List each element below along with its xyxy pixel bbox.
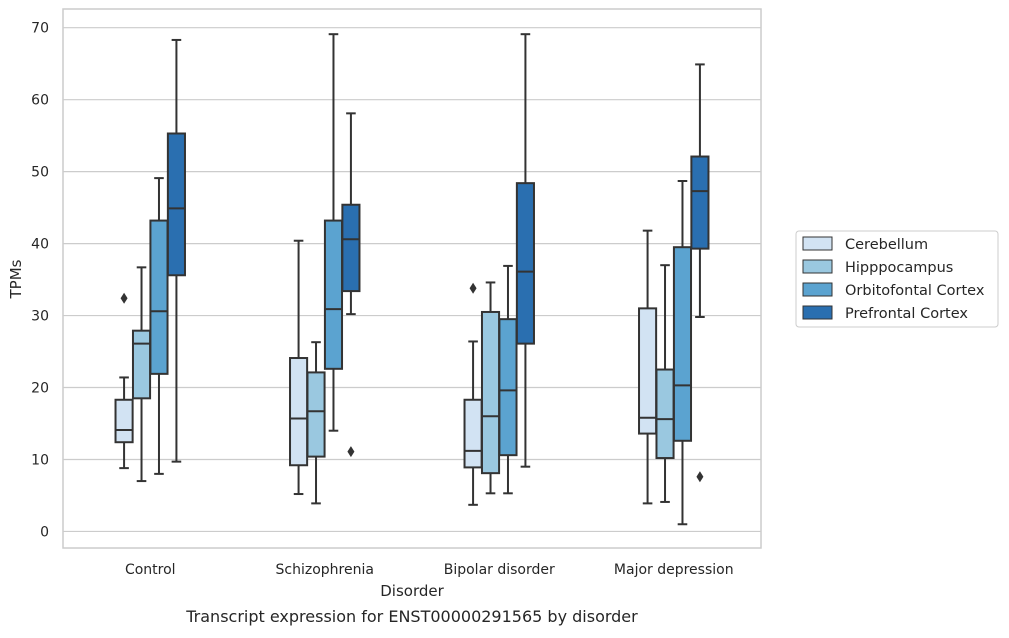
legend-frame [795, 230, 999, 328]
box-1-1 [114, 292, 134, 470]
iqr-box [638, 307, 658, 435]
box-2-2 [306, 341, 326, 505]
iqr-box [306, 371, 326, 458]
x-tick-label: Major depression [614, 562, 734, 578]
iqr-box [690, 155, 710, 250]
box-4-3 [672, 179, 693, 526]
legend-swatch [802, 236, 833, 251]
legend: Cerebellum Hipppocampus Orbitofontal Corte… [795, 230, 999, 328]
iqr-box [149, 219, 169, 375]
legend-swatch [802, 282, 833, 297]
box-1-2 [131, 266, 152, 483]
figure-caption: Transcript expression for ENST0000029156… [185, 607, 638, 626]
legend-swatch [802, 305, 833, 320]
x-axis-ticks: Control Schizophrenia Bipolar disorder Majo… [125, 562, 734, 578]
iqr-box [166, 132, 186, 277]
outlier-marker [469, 282, 477, 294]
y-axis-ticks: 0 10 20 30 40 50 60 70 [31, 21, 49, 541]
outlier-marker [696, 471, 704, 483]
legend-label: Orbitofontal Cortex [845, 283, 985, 299]
box-4-4 [690, 63, 710, 483]
y-tick-label: 0 [40, 524, 49, 540]
iqr-box [498, 318, 518, 457]
x-axis-label: Disorder [380, 582, 444, 600]
x-tick-label: Control [125, 562, 176, 578]
plot-area-background [63, 9, 761, 548]
iqr-box [289, 357, 309, 467]
y-axis-label: TPMs [7, 259, 25, 299]
y-tick-label: 40 [31, 237, 49, 253]
plot-area-frame [62, 8, 762, 549]
box-3-3 [498, 264, 518, 495]
legend-label: Cerebellum [845, 237, 928, 253]
iqr-box [114, 398, 134, 444]
box-2-3 [323, 33, 344, 432]
box-3-2 [480, 281, 501, 495]
y-tick-label: 30 [31, 309, 49, 325]
box-1-4 [166, 38, 186, 463]
outlier-marker [347, 446, 355, 458]
legend-label: Hipppocampus [845, 260, 953, 276]
iqr-box [655, 368, 675, 460]
iqr-box [672, 246, 693, 442]
outlier-marker [120, 292, 128, 304]
legend-swatch [802, 259, 833, 274]
box-3-4 [515, 33, 535, 468]
iqr-box [480, 310, 501, 475]
iqr-box [131, 329, 152, 400]
iqr-box [463, 398, 483, 469]
x-tick-label: Bipolar disorder [444, 562, 555, 578]
iqr-box [341, 203, 361, 293]
y-tick-label: 10 [31, 452, 49, 468]
legend-label: Prefrontal Cortex [845, 306, 968, 322]
y-tick-label: 70 [31, 21, 49, 37]
x-tick-label: Schizophrenia [276, 562, 374, 578]
y-tick-label: 50 [31, 165, 49, 181]
iqr-box [323, 219, 344, 370]
box-2-4 [341, 112, 361, 458]
box-1-3 [149, 177, 169, 475]
y-tick-label: 20 [31, 381, 49, 397]
y-tick-label: 60 [31, 93, 49, 109]
box-groups [114, 33, 710, 526]
iqr-box [515, 182, 535, 345]
